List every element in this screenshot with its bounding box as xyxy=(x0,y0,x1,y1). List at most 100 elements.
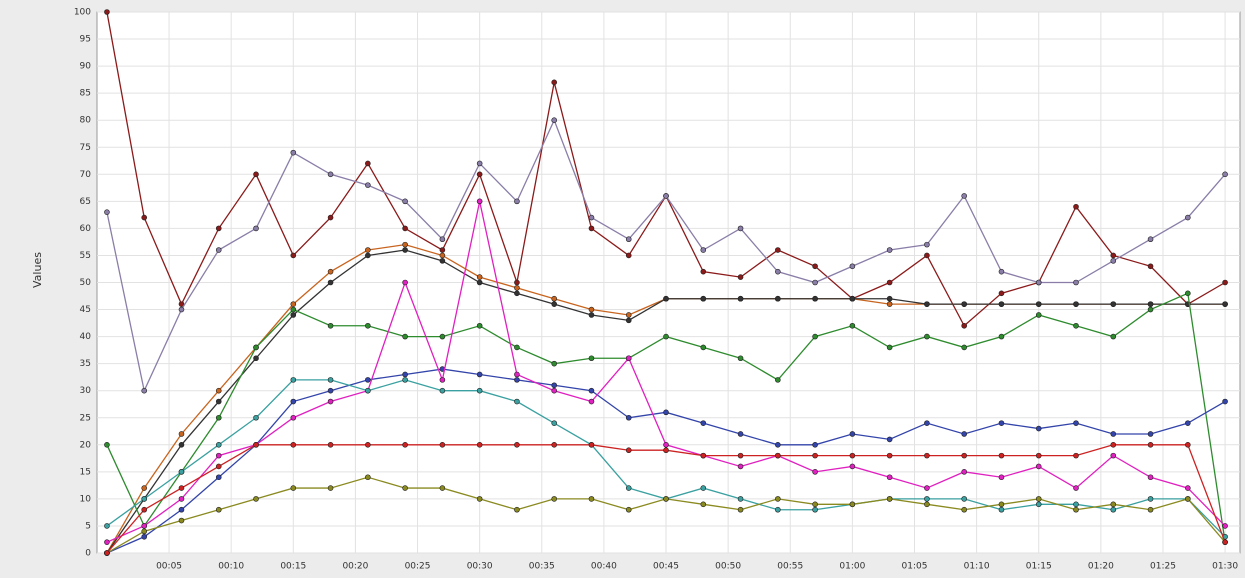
data-point xyxy=(476,496,483,502)
data-point xyxy=(1147,431,1154,437)
data-point xyxy=(700,501,707,508)
data-point xyxy=(439,387,446,394)
data-point xyxy=(924,420,930,426)
data-point xyxy=(663,496,669,502)
data-point xyxy=(812,506,818,513)
data-point xyxy=(402,279,408,286)
y-tick-label: 85 xyxy=(80,89,91,99)
data-point xyxy=(961,431,967,437)
data-point xyxy=(141,214,148,221)
data-point xyxy=(439,247,446,253)
y-tick-label: 90 xyxy=(80,62,92,72)
data-point xyxy=(439,377,446,383)
data-point xyxy=(365,252,371,259)
data-point xyxy=(775,268,781,275)
data-point xyxy=(924,485,930,491)
data-point xyxy=(253,355,259,362)
data-point xyxy=(215,452,222,459)
data-point xyxy=(775,441,781,448)
data-point xyxy=(1073,279,1079,286)
data-point xyxy=(961,506,967,513)
data-point xyxy=(215,463,222,470)
data-point xyxy=(365,182,371,188)
data-point xyxy=(365,160,371,167)
data-point xyxy=(1035,496,1042,502)
data-point xyxy=(961,301,967,307)
data-point xyxy=(514,285,520,291)
data-point xyxy=(290,398,297,405)
data-point xyxy=(1035,279,1042,286)
data-point xyxy=(700,295,707,302)
data-point xyxy=(178,485,185,491)
data-point xyxy=(961,322,967,329)
data-point xyxy=(737,496,744,502)
data-point xyxy=(327,171,334,178)
data-point xyxy=(1147,263,1154,270)
data-point xyxy=(178,441,185,448)
data-point xyxy=(886,344,893,351)
data-point xyxy=(737,274,744,280)
x-tick-label: 00:50 xyxy=(715,562,741,572)
data-point xyxy=(290,485,297,491)
data-point xyxy=(402,247,408,253)
data-point xyxy=(514,344,520,351)
x-tick-label: 00:05 xyxy=(156,562,182,572)
data-point xyxy=(104,209,110,215)
data-point xyxy=(1035,301,1042,307)
data-point xyxy=(141,387,148,394)
data-point xyxy=(1035,452,1042,459)
data-point xyxy=(849,463,856,470)
data-point xyxy=(1073,322,1079,329)
data-point xyxy=(402,241,408,248)
data-point xyxy=(812,333,818,340)
data-point xyxy=(625,312,632,318)
data-point xyxy=(327,279,334,286)
data-point xyxy=(961,496,967,502)
data-point xyxy=(215,398,222,405)
data-point xyxy=(1222,523,1228,529)
data-point xyxy=(998,301,1005,307)
data-point xyxy=(663,409,669,416)
y-tick-label: 20 xyxy=(80,440,92,450)
y-tick-label: 65 xyxy=(80,197,91,207)
y-tick-label: 70 xyxy=(80,170,92,180)
data-point xyxy=(663,295,669,302)
data-point xyxy=(253,441,259,448)
data-point xyxy=(812,452,818,459)
data-point xyxy=(1035,463,1042,470)
data-point xyxy=(327,268,334,275)
x-tick-label: 00:15 xyxy=(280,562,306,572)
data-point xyxy=(588,441,595,448)
data-point xyxy=(514,279,520,286)
x-tick-label: 01:30 xyxy=(1212,562,1238,572)
data-point xyxy=(1110,258,1117,264)
data-point xyxy=(551,382,558,389)
data-point xyxy=(476,371,483,378)
data-point xyxy=(998,474,1005,481)
data-point xyxy=(1185,485,1191,491)
data-point xyxy=(1073,506,1079,513)
data-point xyxy=(812,501,818,508)
y-tick-label: 25 xyxy=(80,413,91,423)
x-tick-label: 00:25 xyxy=(405,562,431,572)
data-point xyxy=(924,241,930,248)
data-point xyxy=(402,198,408,205)
data-point xyxy=(961,469,967,475)
data-point xyxy=(588,496,595,502)
data-point xyxy=(141,523,148,529)
data-point xyxy=(1222,539,1228,545)
data-point xyxy=(998,501,1005,508)
data-point xyxy=(588,306,595,313)
data-point xyxy=(625,236,632,243)
data-point xyxy=(178,306,185,313)
data-point xyxy=(290,414,297,421)
x-tick-label: 00:55 xyxy=(777,562,803,572)
data-point xyxy=(1222,171,1228,178)
data-point xyxy=(812,469,818,475)
data-point xyxy=(1110,252,1117,259)
data-point xyxy=(551,79,558,86)
data-point xyxy=(812,279,818,286)
data-point xyxy=(551,441,558,448)
data-point xyxy=(588,225,595,232)
data-point xyxy=(1222,301,1228,307)
